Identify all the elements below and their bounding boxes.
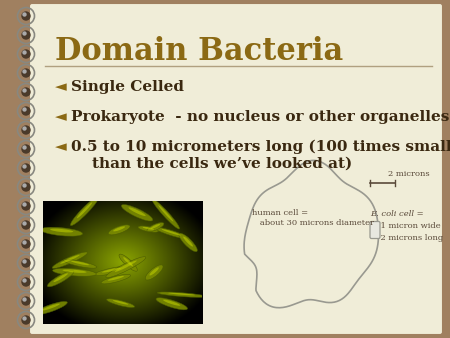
Circle shape [22,31,30,39]
Ellipse shape [107,299,135,308]
Circle shape [23,127,26,130]
Circle shape [22,50,30,58]
Ellipse shape [54,273,68,282]
Ellipse shape [152,199,180,229]
Ellipse shape [183,237,193,246]
Circle shape [23,146,26,149]
Text: E. coli cell =: E. coli cell = [370,210,423,218]
Circle shape [23,165,26,168]
Ellipse shape [108,225,130,235]
Circle shape [23,298,26,301]
Circle shape [22,88,30,96]
Ellipse shape [52,252,88,268]
Circle shape [23,279,26,282]
Ellipse shape [106,257,146,277]
Text: 2 microns: 2 microns [387,170,429,178]
Circle shape [23,222,26,225]
Ellipse shape [113,300,128,305]
Text: 0.5 to 10 micrometers long (100 times smaller
    than the cells we’ve looked at: 0.5 to 10 micrometers long (100 times sm… [71,140,450,171]
Text: Single Celled: Single Celled [71,80,184,94]
Ellipse shape [102,268,121,272]
Ellipse shape [138,226,159,232]
Ellipse shape [41,227,83,236]
Text: 1 micron wide: 1 micron wide [370,222,441,230]
Ellipse shape [154,227,189,239]
Circle shape [22,221,30,229]
Ellipse shape [47,270,74,287]
Circle shape [22,107,30,115]
Circle shape [23,184,26,187]
Text: ◄: ◄ [55,140,67,154]
Ellipse shape [147,223,164,232]
Circle shape [22,240,30,248]
Ellipse shape [108,276,124,281]
Circle shape [22,297,30,305]
Ellipse shape [162,229,181,235]
Ellipse shape [143,227,154,230]
Text: Domain Bacteria: Domain Bacteria [55,36,343,67]
Ellipse shape [129,207,146,216]
Circle shape [22,259,30,267]
Circle shape [23,108,26,111]
Ellipse shape [149,267,159,275]
Circle shape [23,51,26,54]
Ellipse shape [151,224,160,228]
Ellipse shape [60,255,80,264]
Text: Prokaryote  - no nucleus or other organelles: Prokaryote - no nucleus or other organel… [71,110,450,124]
Ellipse shape [119,254,137,271]
Ellipse shape [63,260,97,268]
FancyBboxPatch shape [29,3,443,335]
Ellipse shape [113,226,125,231]
Circle shape [22,316,30,324]
Circle shape [22,164,30,172]
Ellipse shape [63,269,86,273]
Ellipse shape [145,265,163,280]
Text: ◄: ◄ [55,80,67,94]
Ellipse shape [157,292,206,297]
Ellipse shape [101,274,130,284]
Ellipse shape [168,293,195,295]
Text: ◄: ◄ [55,110,67,124]
Circle shape [23,241,26,244]
Text: human cell =
   about 30 microns diameter: human cell = about 30 microns diameter [252,210,374,226]
Ellipse shape [35,301,68,315]
Ellipse shape [123,257,133,266]
Circle shape [23,317,26,320]
Ellipse shape [122,204,153,221]
Ellipse shape [156,298,188,310]
Circle shape [22,278,30,286]
Ellipse shape [163,300,180,306]
Ellipse shape [50,228,73,233]
Circle shape [22,69,30,77]
Circle shape [23,260,26,263]
Ellipse shape [53,268,96,276]
Ellipse shape [71,197,99,226]
Circle shape [23,13,26,16]
Circle shape [22,202,30,210]
Circle shape [22,183,30,191]
Ellipse shape [158,205,173,221]
Ellipse shape [71,261,90,265]
Circle shape [22,145,30,153]
Circle shape [22,126,30,134]
Ellipse shape [77,202,92,218]
FancyBboxPatch shape [370,221,380,239]
Circle shape [23,70,26,73]
Circle shape [23,32,26,35]
Ellipse shape [42,304,60,311]
Ellipse shape [179,233,197,252]
Circle shape [22,12,30,20]
Ellipse shape [115,261,137,272]
Circle shape [23,203,26,206]
Circle shape [23,89,26,92]
Text: 2 microns long: 2 microns long [370,234,443,242]
Ellipse shape [94,266,129,275]
